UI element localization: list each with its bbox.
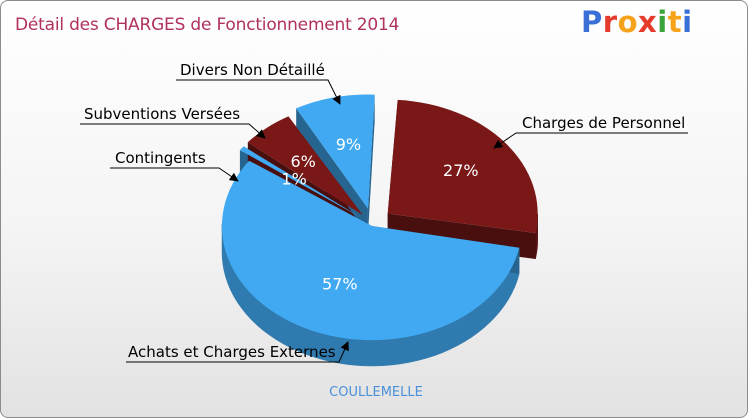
logo-letter: i (657, 5, 668, 39)
pie-slice (387, 99, 538, 234)
pie-slice (247, 116, 364, 216)
slice-category-label: Charges de Personnel (522, 114, 685, 132)
callout-leader-line (110, 167, 239, 182)
callout-leader-line (126, 341, 349, 363)
brand-logo: Proxiti (581, 5, 693, 39)
slice-percent-label: 1% (281, 170, 306, 189)
pie-labels: 27% 57% 1%6% 9% Charges de Personnel Achats e… (80, 61, 688, 363)
logo-letter: x (638, 5, 658, 39)
pie-slice (239, 146, 361, 218)
slice-percent-label: 9% (336, 135, 361, 154)
pie-slice (221, 160, 520, 341)
slice-percent-label: 57% (322, 275, 358, 294)
callout-leader-line (493, 132, 688, 149)
slice-category-label: Subventions Versées (84, 105, 240, 123)
logo-letter: t (667, 5, 683, 39)
callout-leader-line (80, 123, 266, 139)
logo-letter: P (581, 5, 603, 39)
slice-category-label: Contingents (115, 149, 206, 167)
pie-slices (221, 94, 538, 367)
logo-letter: o (617, 5, 639, 39)
slice-percent-label: 6% (291, 152, 316, 171)
callout-leader-line (176, 79, 341, 105)
town-label: COULLEMELLE (329, 385, 423, 400)
slice-category-label: Achats et Charges Externes (128, 343, 336, 361)
logo-letter: i (682, 5, 693, 39)
pie-slice (296, 94, 375, 209)
logo-letter: r (602, 5, 618, 39)
slice-category-label: Divers Non Détaillé (180, 61, 325, 79)
slice-percent-label: 27% (443, 161, 479, 180)
chart-title: Détail des CHARGES de Fonctionnement 201… (15, 15, 400, 35)
